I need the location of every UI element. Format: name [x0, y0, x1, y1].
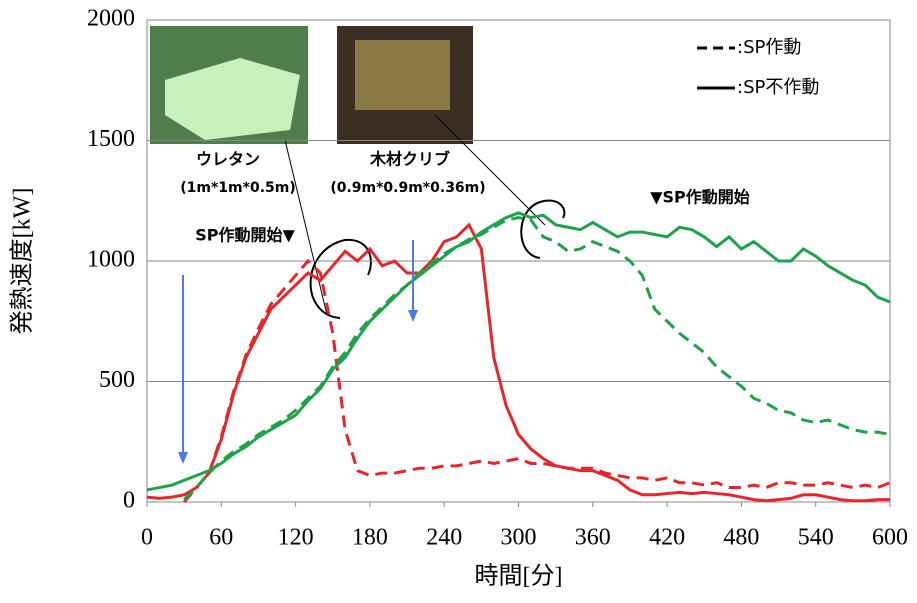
x-tick-label: 360	[575, 525, 611, 551]
x-axis-label: 時間[分]	[475, 563, 563, 590]
y-axis-label: 発熱速度[kW]	[9, 188, 36, 335]
y-tick-label: 1500	[87, 126, 135, 152]
x-tick-label: 180	[352, 525, 388, 551]
legend-label: :SP不作動	[737, 77, 819, 98]
legend-label: :SP作動	[737, 37, 801, 58]
page: {"chart_data":{"type":"line", "x_label":…	[0, 0, 917, 603]
arrow-head	[408, 310, 418, 322]
arrow-head	[178, 452, 188, 464]
annotation: ウレタン	[196, 150, 260, 169]
y-tick-label: 1000	[87, 247, 135, 273]
series-line	[147, 225, 890, 501]
x-tick-label: 120	[278, 525, 314, 551]
x-tick-label: 600	[872, 525, 908, 551]
x-tick-label: 0	[141, 525, 153, 551]
x-tick-label: 60	[209, 525, 233, 551]
annotation: SP作動開始▼	[195, 226, 295, 245]
y-tick-label: 2000	[87, 6, 135, 32]
series-line	[147, 213, 890, 490]
x-tick-label: 480	[723, 525, 759, 551]
annotation: (1m*1m*0.5m)	[180, 180, 296, 196]
x-tick-label: 240	[426, 525, 462, 551]
annotation: 木材クリブ	[369, 150, 450, 169]
chart: ウレタン (1m*1m*0.5m) 木材クリブ (0.9m*0.9m*0.36m…	[0, 0, 917, 598]
annotation: (0.9m*0.9m*0.36m)	[330, 180, 485, 196]
annotation: ▼SP作動開始	[650, 188, 750, 207]
x-tick-label: 420	[649, 525, 685, 551]
x-tick-label: 540	[798, 525, 834, 551]
bracket	[521, 201, 564, 258]
y-tick-label: 500	[99, 367, 135, 393]
y-tick-label: 0	[123, 488, 135, 514]
crib-block	[355, 40, 450, 110]
x-tick-label: 300	[501, 525, 537, 551]
